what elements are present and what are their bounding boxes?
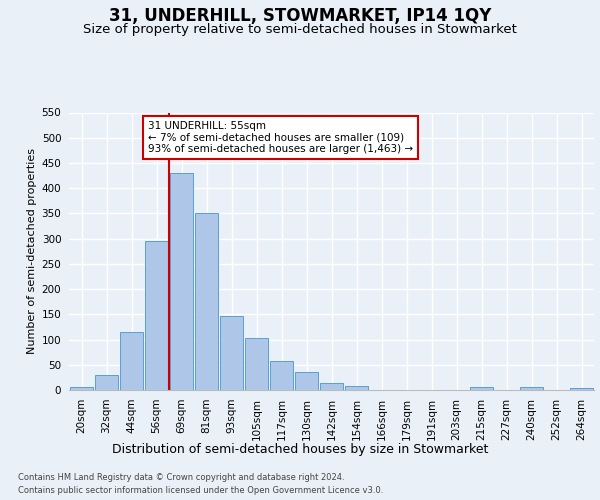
Bar	[344, 386, 368, 390]
Bar	[220, 316, 244, 390]
Bar	[520, 388, 544, 390]
Bar	[470, 388, 493, 390]
Bar	[95, 376, 118, 390]
Y-axis label: Number of semi-detached properties: Number of semi-detached properties	[28, 148, 37, 354]
Bar	[245, 338, 268, 390]
Bar	[569, 388, 593, 390]
Text: Distribution of semi-detached houses by size in Stowmarket: Distribution of semi-detached houses by …	[112, 442, 488, 456]
Bar	[70, 388, 94, 390]
Bar	[295, 372, 319, 390]
Bar	[320, 383, 343, 390]
Text: Contains HM Land Registry data © Crown copyright and database right 2024.: Contains HM Land Registry data © Crown c…	[18, 472, 344, 482]
Bar	[145, 240, 169, 390]
Bar	[119, 332, 143, 390]
Text: Contains public sector information licensed under the Open Government Licence v3: Contains public sector information licen…	[18, 486, 383, 495]
Bar	[194, 214, 218, 390]
Text: 31, UNDERHILL, STOWMARKET, IP14 1QY: 31, UNDERHILL, STOWMARKET, IP14 1QY	[109, 8, 491, 26]
Text: 31 UNDERHILL: 55sqm
← 7% of semi-detached houses are smaller (109)
93% of semi-d: 31 UNDERHILL: 55sqm ← 7% of semi-detache…	[148, 121, 413, 154]
Text: Size of property relative to semi-detached houses in Stowmarket: Size of property relative to semi-detach…	[83, 22, 517, 36]
Bar	[269, 361, 293, 390]
Bar	[170, 173, 193, 390]
